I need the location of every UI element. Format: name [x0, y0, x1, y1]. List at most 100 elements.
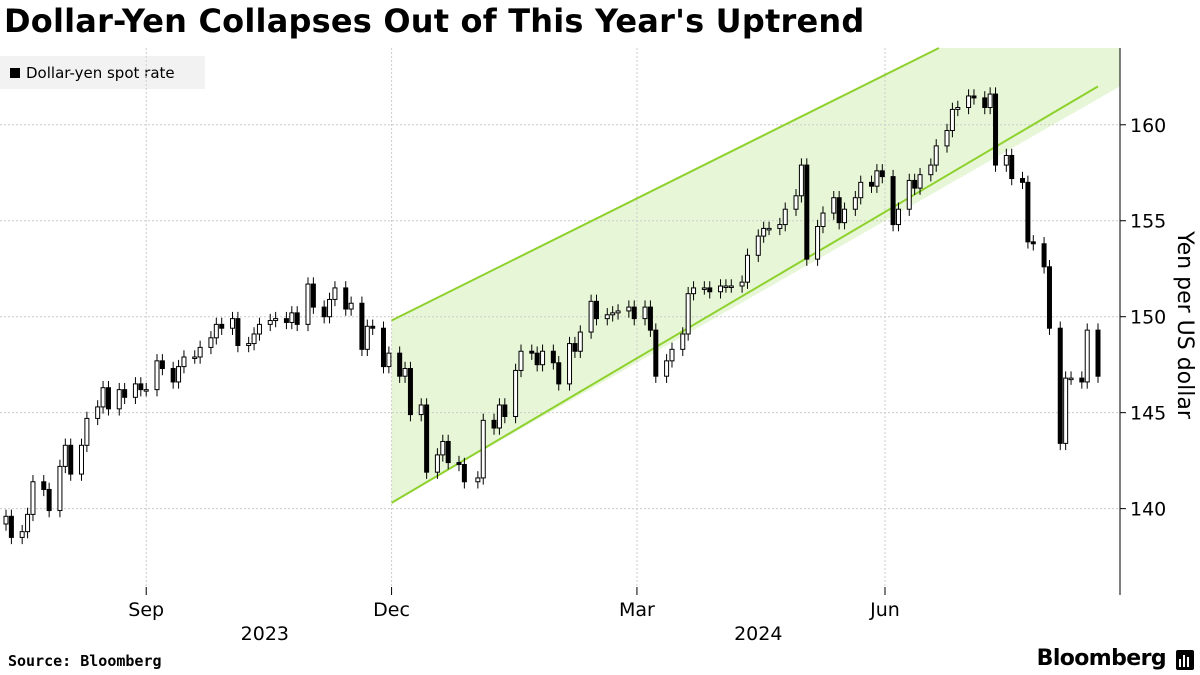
candle-body: [550, 350, 556, 364]
candle: [364, 319, 370, 357]
trend-channel-fill: [391, 48, 1120, 503]
x-tick-label: Sep: [128, 599, 164, 621]
candle: [793, 189, 799, 216]
candle: [971, 89, 977, 105]
candle: [332, 281, 338, 307]
candle: [879, 164, 885, 184]
channel-upper-line: [391, 47, 940, 322]
brand-logo-text: Bloomberg: [1036, 646, 1167, 671]
candle: [572, 336, 578, 358]
candle: [766, 221, 772, 236]
candle: [798, 158, 804, 203]
candle-body: [653, 329, 659, 377]
candle-body: [348, 302, 354, 310]
candle-body: [567, 343, 573, 385]
candle-body: [68, 444, 74, 475]
candle-body: [46, 488, 52, 512]
candle: [229, 311, 235, 335]
candle-body: [895, 208, 901, 226]
candle-body: [718, 285, 724, 293]
candle-body: [197, 346, 203, 358]
candle-body: [691, 287, 697, 295]
candle-body: [1084, 329, 1090, 383]
candle-body: [57, 465, 63, 512]
candle-body: [3, 515, 9, 525]
candle-body: [906, 179, 912, 210]
candle-body: [642, 306, 648, 320]
candle-body: [496, 404, 502, 429]
candle-body: [874, 170, 880, 187]
candle: [540, 344, 546, 372]
candle: [890, 169, 896, 232]
candle-body: [229, 318, 235, 329]
candle-body: [397, 352, 403, 377]
candle: [1068, 371, 1074, 385]
candle-body: [928, 164, 934, 176]
candle: [46, 482, 52, 518]
candle: [906, 173, 912, 216]
candle-body: [480, 419, 486, 479]
channel-lower-line: [391, 85, 1099, 504]
candle: [41, 475, 47, 497]
y-tick-label: 160: [1130, 115, 1166, 137]
candle: [62, 438, 68, 474]
candle: [836, 190, 842, 230]
candle: [397, 346, 403, 383]
candle: [680, 327, 686, 357]
candle-body: [815, 225, 821, 260]
candle-body: [364, 325, 370, 350]
candle: [370, 319, 376, 335]
candle-body: [1020, 178, 1026, 183]
candle: [933, 139, 939, 172]
x-year-label: 2024: [734, 623, 782, 645]
candle: [100, 380, 106, 414]
candle-body: [701, 287, 707, 290]
candle: [68, 438, 74, 481]
candle: [664, 354, 670, 383]
candle-body: [793, 195, 799, 210]
candle-body: [1079, 377, 1085, 383]
candle: [691, 281, 697, 301]
candle: [577, 325, 583, 358]
candle-body: [132, 383, 138, 398]
candle-body: [798, 164, 804, 197]
candle: [529, 344, 535, 360]
candle: [8, 509, 14, 545]
candle-body: [744, 254, 750, 283]
candle-body: [577, 331, 583, 352]
candle-body: [755, 235, 761, 256]
candle-body: [869, 181, 875, 187]
candle: [143, 382, 149, 397]
candle: [219, 317, 225, 335]
candle-body: [78, 444, 84, 475]
candle-body: [890, 176, 896, 226]
candle-body: [251, 333, 257, 345]
candle-body: [456, 462, 462, 465]
candle-body: [181, 356, 187, 368]
candle-body: [944, 130, 950, 147]
candle: [132, 377, 138, 405]
candle-body: [41, 481, 47, 490]
candle: [982, 91, 988, 115]
candle: [1046, 260, 1052, 335]
candle: [208, 331, 214, 355]
candle: [744, 248, 750, 289]
candle: [491, 413, 497, 435]
candle: [647, 300, 653, 337]
candle: [782, 202, 788, 232]
candle: [502, 398, 508, 424]
candle-body: [491, 419, 497, 429]
candle-body: [402, 368, 408, 377]
candle-body: [122, 389, 128, 398]
candle: [707, 281, 713, 299]
candle-body: [100, 387, 106, 408]
y-tick-label: 150: [1130, 307, 1166, 329]
candle: [804, 158, 810, 266]
candle: [1025, 175, 1031, 249]
candle: [1020, 171, 1026, 190]
candle: [874, 164, 880, 193]
candle: [1095, 323, 1101, 383]
candle-body: [30, 481, 36, 515]
candle-body: [8, 515, 14, 538]
candle-body: [407, 368, 413, 416]
